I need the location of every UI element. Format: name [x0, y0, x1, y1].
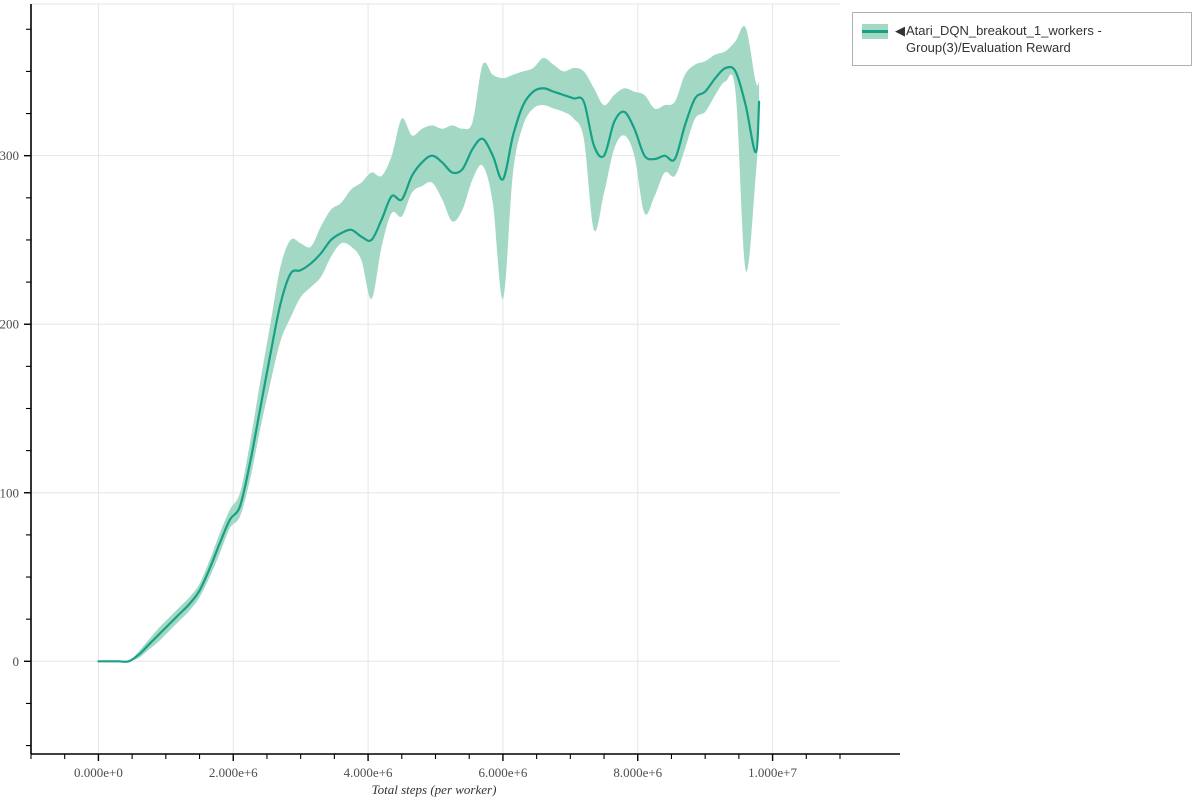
grid-lines — [31, 3, 840, 754]
legend-series-label: Atari_DQN_breakout_1_workers - Group(3)/… — [906, 23, 1102, 55]
confidence-band — [98, 25, 760, 663]
legend-line-swatch — [862, 30, 888, 33]
x-axis-title: Total steps (per worker) — [372, 782, 497, 797]
y-tick-label: 200 — [0, 317, 19, 332]
x-tick-label: 0.000e+0 — [74, 765, 123, 780]
x-tick-label: 6.000e+6 — [478, 765, 527, 780]
x-tick-label: 2.000e+6 — [209, 765, 258, 780]
legend-color-swatch — [862, 24, 888, 39]
y-axis-tick-labels: 0 100 200 300 — [0, 148, 19, 669]
legend[interactable]: ◀ Atari_DQN_breakout_1_workers - Group(3… — [852, 12, 1192, 66]
y-tick-label: 0 — [13, 654, 20, 669]
y-tick-label: 300 — [0, 148, 19, 163]
series-line — [97, 65, 761, 663]
legend-entry: ◀ Atari_DQN_breakout_1_workers - Group(3… — [895, 22, 1181, 56]
x-tick-label: 4.000e+6 — [344, 765, 393, 780]
x-axis-tick-labels: 0.000e+0 2.000e+6 4.000e+6 6.000e+6 8.000e+6… — [74, 765, 798, 780]
y-tick-label: 100 — [0, 485, 19, 500]
legend-left-arrow-icon: ◀ — [895, 23, 905, 38]
x-tick-label: 1.000e+7 — [748, 765, 797, 780]
x-tick-label: 8.000e+6 — [613, 765, 662, 780]
axes — [24, 4, 900, 761]
